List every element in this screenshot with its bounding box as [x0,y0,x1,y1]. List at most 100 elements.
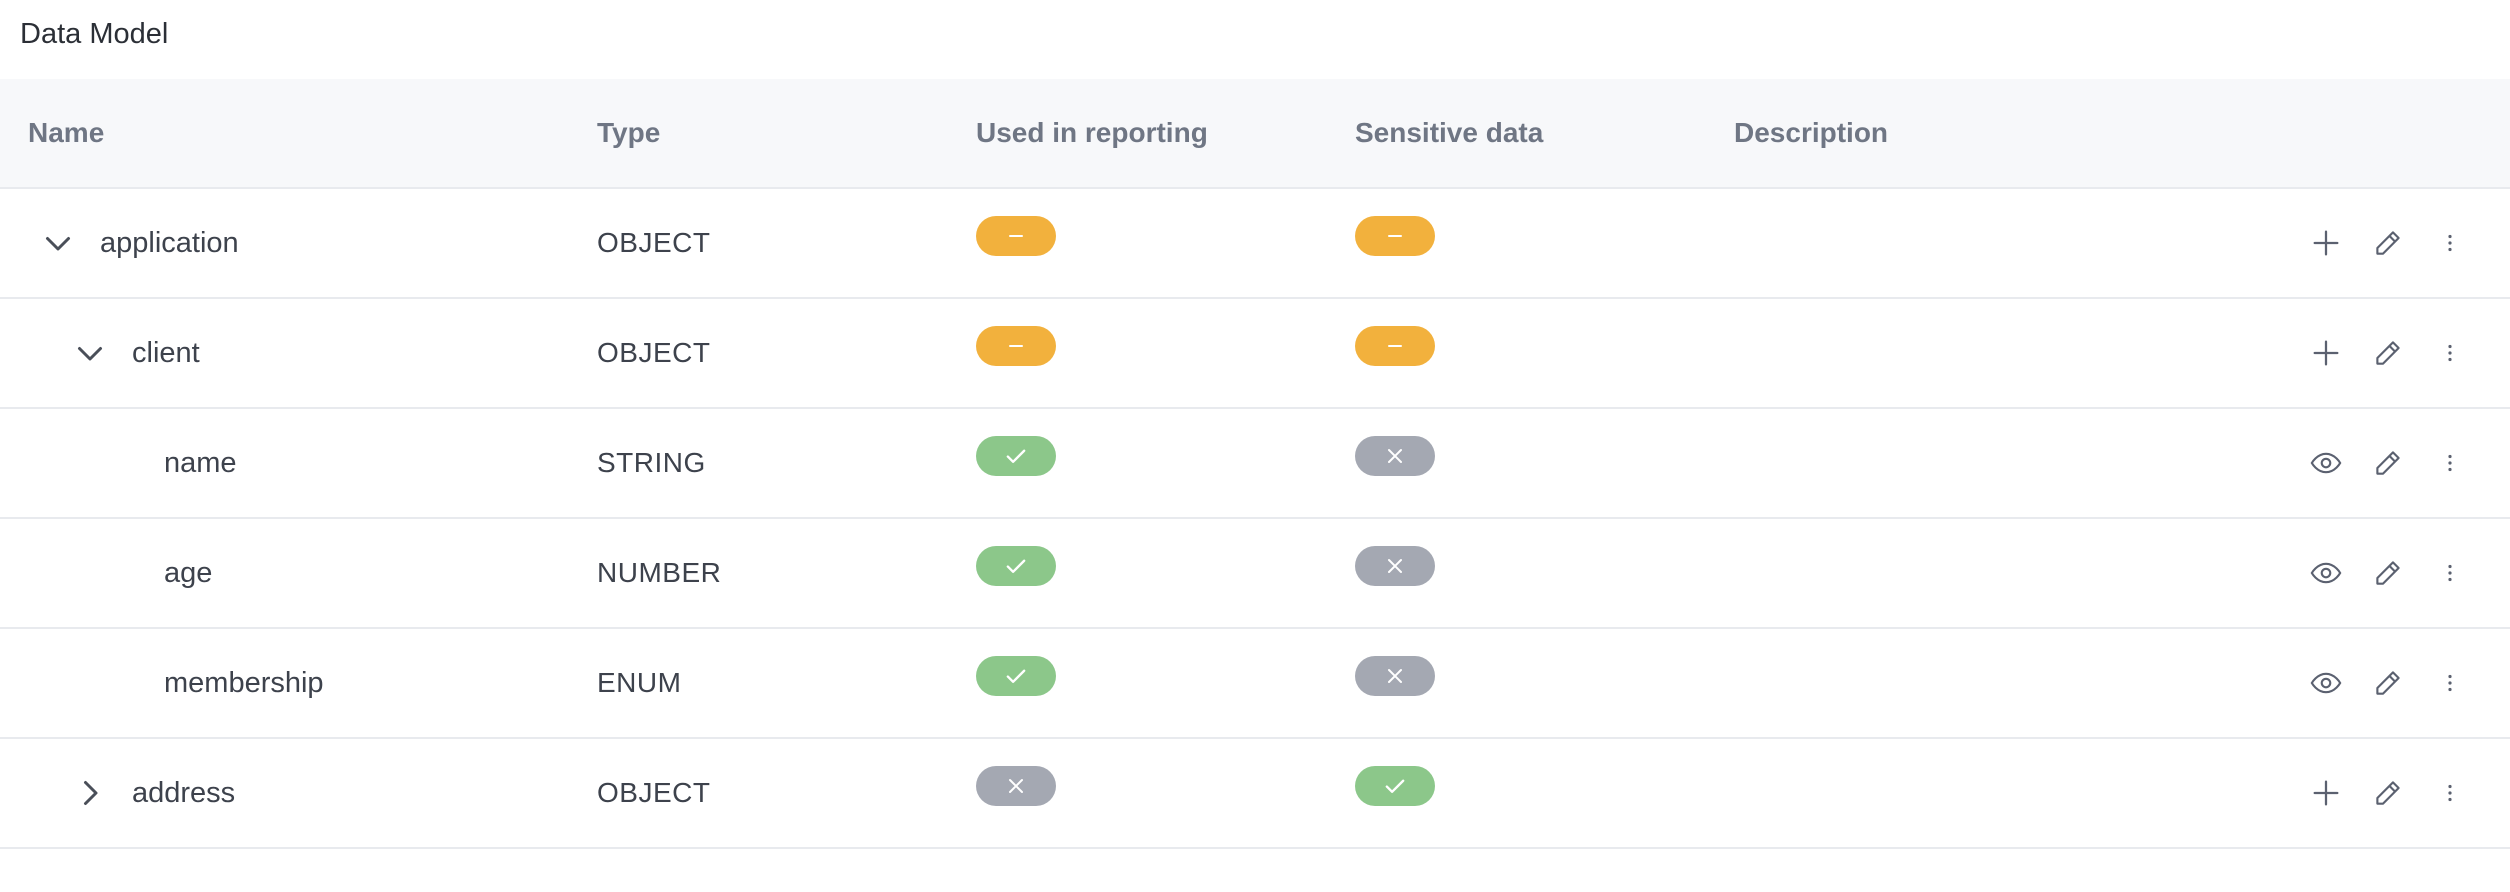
type-cell: OBJECT [597,739,710,847]
name-cell: age [100,519,212,627]
sensitive-status-badge[interactable] [1355,656,1435,696]
name-cell: address [68,739,235,847]
sensitive-cell [1355,519,1435,627]
name-cell: client [68,299,200,407]
chevron-down-icon[interactable] [68,331,112,375]
reporting-status-badge[interactable] [976,326,1056,366]
check-icon [1002,662,1030,690]
eye-icon[interactable] [2302,439,2350,487]
expander-spacer [100,441,144,485]
check-icon [1002,442,1030,470]
expander-spacer [100,661,144,705]
field-name: name [164,446,237,479]
row-actions [2288,189,2510,297]
sensitive-cell [1355,299,1435,407]
field-type: NUMBER [597,557,722,588]
reporting-status-badge[interactable] [976,766,1056,806]
expander-spacer [100,551,144,595]
chevron-down-icon[interactable] [36,221,80,265]
reporting-status-badge[interactable] [976,656,1056,696]
data-model-table: Name Type Used in reporting Sensitive da… [0,79,2510,849]
edit-icon[interactable] [2364,329,2412,377]
reporting-status-badge[interactable] [976,216,1056,256]
close-icon [1383,444,1407,468]
edit-icon[interactable] [2364,659,2412,707]
row-actions [2288,409,2510,517]
more-vertical-icon[interactable] [2426,329,2474,377]
row-actions [2288,629,2510,737]
close-icon [1004,774,1028,798]
table-header: Name Type Used in reporting Sensitive da… [0,79,2510,189]
eye-icon[interactable] [2302,659,2350,707]
sensitive-cell [1355,629,1435,737]
edit-icon[interactable] [2364,549,2412,597]
table-row[interactable]: application OBJECT [0,189,2510,299]
minus-icon [1383,334,1407,358]
reporting-cell [976,189,1056,297]
close-icon [1383,664,1407,688]
check-icon [1381,772,1409,800]
sensitive-status-badge[interactable] [1355,546,1435,586]
page-title: Data Model [20,18,169,50]
sensitive-status-badge[interactable] [1355,766,1435,806]
type-cell: NUMBER [597,519,721,627]
check-icon [1002,552,1030,580]
table-row[interactable]: name STRING [0,409,2510,519]
type-cell: STRING [597,409,706,517]
reporting-cell [976,519,1056,627]
row-actions [2288,299,2510,407]
more-vertical-icon[interactable] [2426,769,2474,817]
table-row[interactable]: client OBJECT [0,299,2510,409]
field-name: client [132,336,200,369]
more-vertical-icon[interactable] [2426,439,2474,487]
table-row[interactable]: membership ENUM [0,629,2510,739]
table-row[interactable]: address OBJECT [0,739,2510,849]
sensitive-status-badge[interactable] [1355,436,1435,476]
sensitive-cell [1355,409,1435,517]
field-type: OBJECT [597,227,711,258]
close-icon [1383,554,1407,578]
sensitive-cell [1355,189,1435,297]
name-cell: membership [100,629,324,737]
chevron-right-icon[interactable] [68,771,112,815]
table-row[interactable]: age NUMBER [0,519,2510,629]
minus-icon [1004,334,1028,358]
more-vertical-icon[interactable] [2426,659,2474,707]
add-icon[interactable] [2302,329,2350,377]
column-header-reporting[interactable]: Used in reporting [976,117,1208,148]
edit-icon[interactable] [2364,439,2412,487]
type-cell: OBJECT [597,299,710,407]
more-vertical-icon[interactable] [2426,549,2474,597]
field-name: application [100,226,239,259]
sensitive-cell [1355,739,1435,847]
reporting-cell [976,629,1056,737]
column-header-name[interactable]: Name [28,117,105,148]
sensitive-status-badge[interactable] [1355,216,1435,256]
edit-icon[interactable] [2364,219,2412,267]
reporting-cell [976,299,1056,407]
edit-icon[interactable] [2364,769,2412,817]
column-header-sensitive[interactable]: Sensitive data [1355,117,1544,148]
minus-icon [1383,224,1407,248]
column-header-type[interactable]: Type [597,117,661,148]
sensitive-status-badge[interactable] [1355,326,1435,366]
field-name: membership [164,666,324,699]
name-cell: name [100,409,237,517]
type-cell: ENUM [597,629,681,737]
add-icon[interactable] [2302,219,2350,267]
more-vertical-icon[interactable] [2426,219,2474,267]
field-type: OBJECT [597,337,711,368]
field-name: age [164,556,213,589]
type-cell: OBJECT [597,189,710,297]
reporting-cell [976,409,1056,517]
column-header-description[interactable]: Description [1734,117,1889,148]
reporting-status-badge[interactable] [976,436,1056,476]
eye-icon[interactable] [2302,549,2350,597]
reporting-cell [976,739,1056,847]
reporting-status-badge[interactable] [976,546,1056,586]
name-cell: application [36,189,239,297]
row-actions [2288,739,2510,847]
field-type: ENUM [597,667,682,698]
add-icon[interactable] [2302,769,2350,817]
minus-icon [1004,224,1028,248]
